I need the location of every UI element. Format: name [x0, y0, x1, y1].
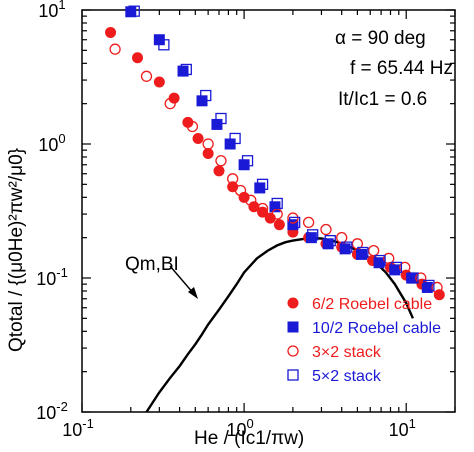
series2-point — [109, 43, 121, 55]
series3-point — [288, 216, 301, 229]
series0-point — [105, 26, 117, 38]
legend-label: 5×2 stack — [312, 368, 382, 385]
series0-point — [153, 76, 165, 88]
series3-point — [374, 254, 386, 267]
series3-point — [158, 39, 170, 51]
series0-point — [273, 219, 285, 231]
series0-point — [213, 165, 225, 177]
series3-point — [256, 178, 269, 190]
series1-point — [238, 159, 250, 171]
series3-point — [180, 63, 192, 76]
series1-point — [421, 281, 433, 293]
series0-point — [248, 201, 260, 213]
series0-point — [433, 289, 445, 301]
legend-marker — [287, 321, 299, 333]
series0-point — [257, 206, 269, 218]
series1-point — [356, 248, 368, 260]
series1-point — [322, 238, 334, 250]
legend-marker — [287, 345, 299, 357]
series1-point — [339, 243, 351, 255]
x-axis-label: He / (Ic1/πw) — [194, 428, 304, 449]
series2-point — [431, 281, 443, 294]
legend-marker — [287, 369, 299, 381]
legend-marker — [287, 297, 299, 309]
alpha-annotation: α = 90 deg — [335, 28, 426, 49]
y-axis-label: Qtotal / {(μ0He)²πw²/μ0} — [6, 148, 27, 352]
series1-point — [406, 272, 418, 284]
legend: 6/2 Roebel cable 10/2 Roebel cable 3×2 sta… — [287, 296, 441, 385]
series1-point — [211, 118, 223, 130]
x-tick-label: 101 — [389, 416, 416, 440]
series3-point — [229, 132, 241, 145]
series0-point — [202, 147, 214, 159]
series1-point — [125, 6, 137, 18]
series3-point — [407, 272, 419, 284]
series2-point — [202, 138, 214, 150]
series3-point — [271, 197, 283, 210]
y-tick-label: 10-1 — [36, 265, 68, 289]
series3-point — [241, 155, 254, 167]
series3-point — [128, 5, 140, 17]
series3-point — [423, 279, 435, 292]
plot-frame — [81, 9, 456, 413]
series2-point — [140, 70, 153, 82]
series1-point — [389, 264, 401, 276]
series0-point — [192, 132, 204, 144]
series2-point — [336, 232, 348, 244]
series2-point — [415, 272, 427, 284]
series2-point — [256, 202, 269, 215]
series3-point — [215, 112, 227, 125]
legend-label: 3×2 stack — [312, 344, 382, 361]
series1-point — [305, 232, 317, 244]
series1-point — [287, 219, 299, 231]
series2-point — [368, 244, 380, 257]
series2-point — [215, 155, 227, 167]
series1-point — [373, 257, 385, 269]
series3-point — [341, 241, 353, 253]
series2-point — [186, 120, 199, 133]
series3-point — [390, 261, 403, 274]
series2-point — [227, 173, 239, 185]
plot-frame-rect — [81, 9, 456, 413]
series2-point — [383, 252, 395, 265]
x-tick-label: 100 — [226, 416, 253, 440]
series2-point — [320, 223, 332, 236]
curve-label-arrowhead — [188, 287, 198, 299]
freq-annotation: f = 65.44 Hz — [350, 58, 453, 79]
ratio-annotation: It/Ic1 = 0.6 — [338, 89, 427, 110]
series0-point — [168, 92, 180, 104]
series2-point — [302, 216, 315, 229]
series2-point — [399, 261, 411, 274]
series2-point — [287, 212, 299, 224]
curve-label-arrow — [169, 265, 195, 295]
series3-point — [307, 229, 319, 241]
series0-point — [132, 52, 144, 64]
series3-point — [200, 89, 212, 102]
legend-label: 10/2 Roebel cable — [312, 320, 441, 337]
x-tick-label: 10-1 — [62, 416, 94, 440]
series0-point — [182, 116, 194, 128]
y-tick-label: 100 — [38, 131, 65, 155]
curve-label: Qm,BI — [125, 254, 179, 275]
series1-point — [254, 182, 266, 194]
series2-point — [245, 194, 257, 206]
legend-label: 6/2 Roebel cable — [312, 296, 432, 313]
y-tick-label: 101 — [38, 0, 65, 21]
series0-point — [238, 191, 250, 203]
series3-point — [324, 234, 336, 247]
y-tick-label: 10-2 — [36, 399, 68, 423]
series2-point — [164, 98, 176, 110]
data-points — [105, 5, 445, 301]
series1-point — [269, 201, 281, 213]
series2-point — [234, 184, 247, 197]
series3-point — [357, 246, 369, 259]
series1-point — [177, 65, 189, 77]
